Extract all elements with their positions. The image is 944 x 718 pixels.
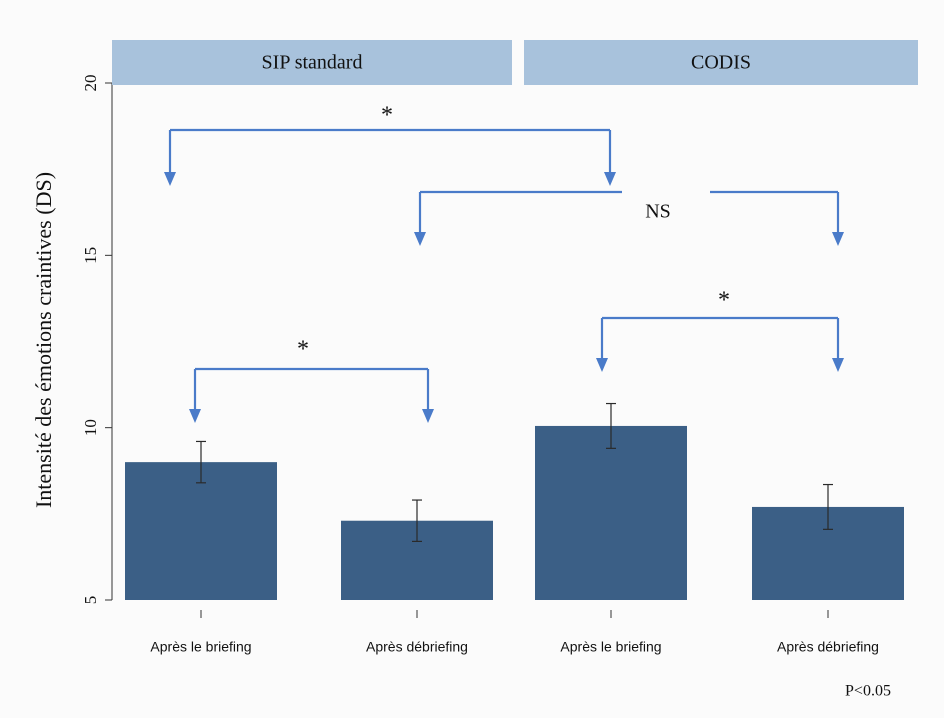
bracket [418,190,840,236]
x-tick-label: Après le briefing [150,639,251,655]
bracket [600,316,840,362]
y-tick-label: 20 [81,75,100,92]
x-tick-label: Après débriefing [366,639,468,655]
x-tick-label: Après le briefing [560,639,661,655]
x-tick-label: Après débriefing [777,639,879,655]
panel-title: CODIS [691,52,751,74]
annotation: NS [645,201,671,223]
panel-title: SIP standard [262,52,363,74]
y-tick-label: 10 [81,419,100,436]
y-tick-label: 5 [81,596,100,605]
y-tick-label: 15 [81,247,100,264]
strip [112,40,512,85]
bracket [168,128,612,176]
significance-brackets [164,128,844,423]
bar [125,462,277,600]
annotation: * [381,103,393,129]
annotation: * [718,288,730,314]
strip [524,40,918,85]
note: P<0.05 [845,683,891,700]
bracket [193,367,430,413]
annotation: * [297,337,309,363]
bar [535,425,687,600]
y-axis-label: Intensité des émotions craintives (DS) [31,172,56,508]
